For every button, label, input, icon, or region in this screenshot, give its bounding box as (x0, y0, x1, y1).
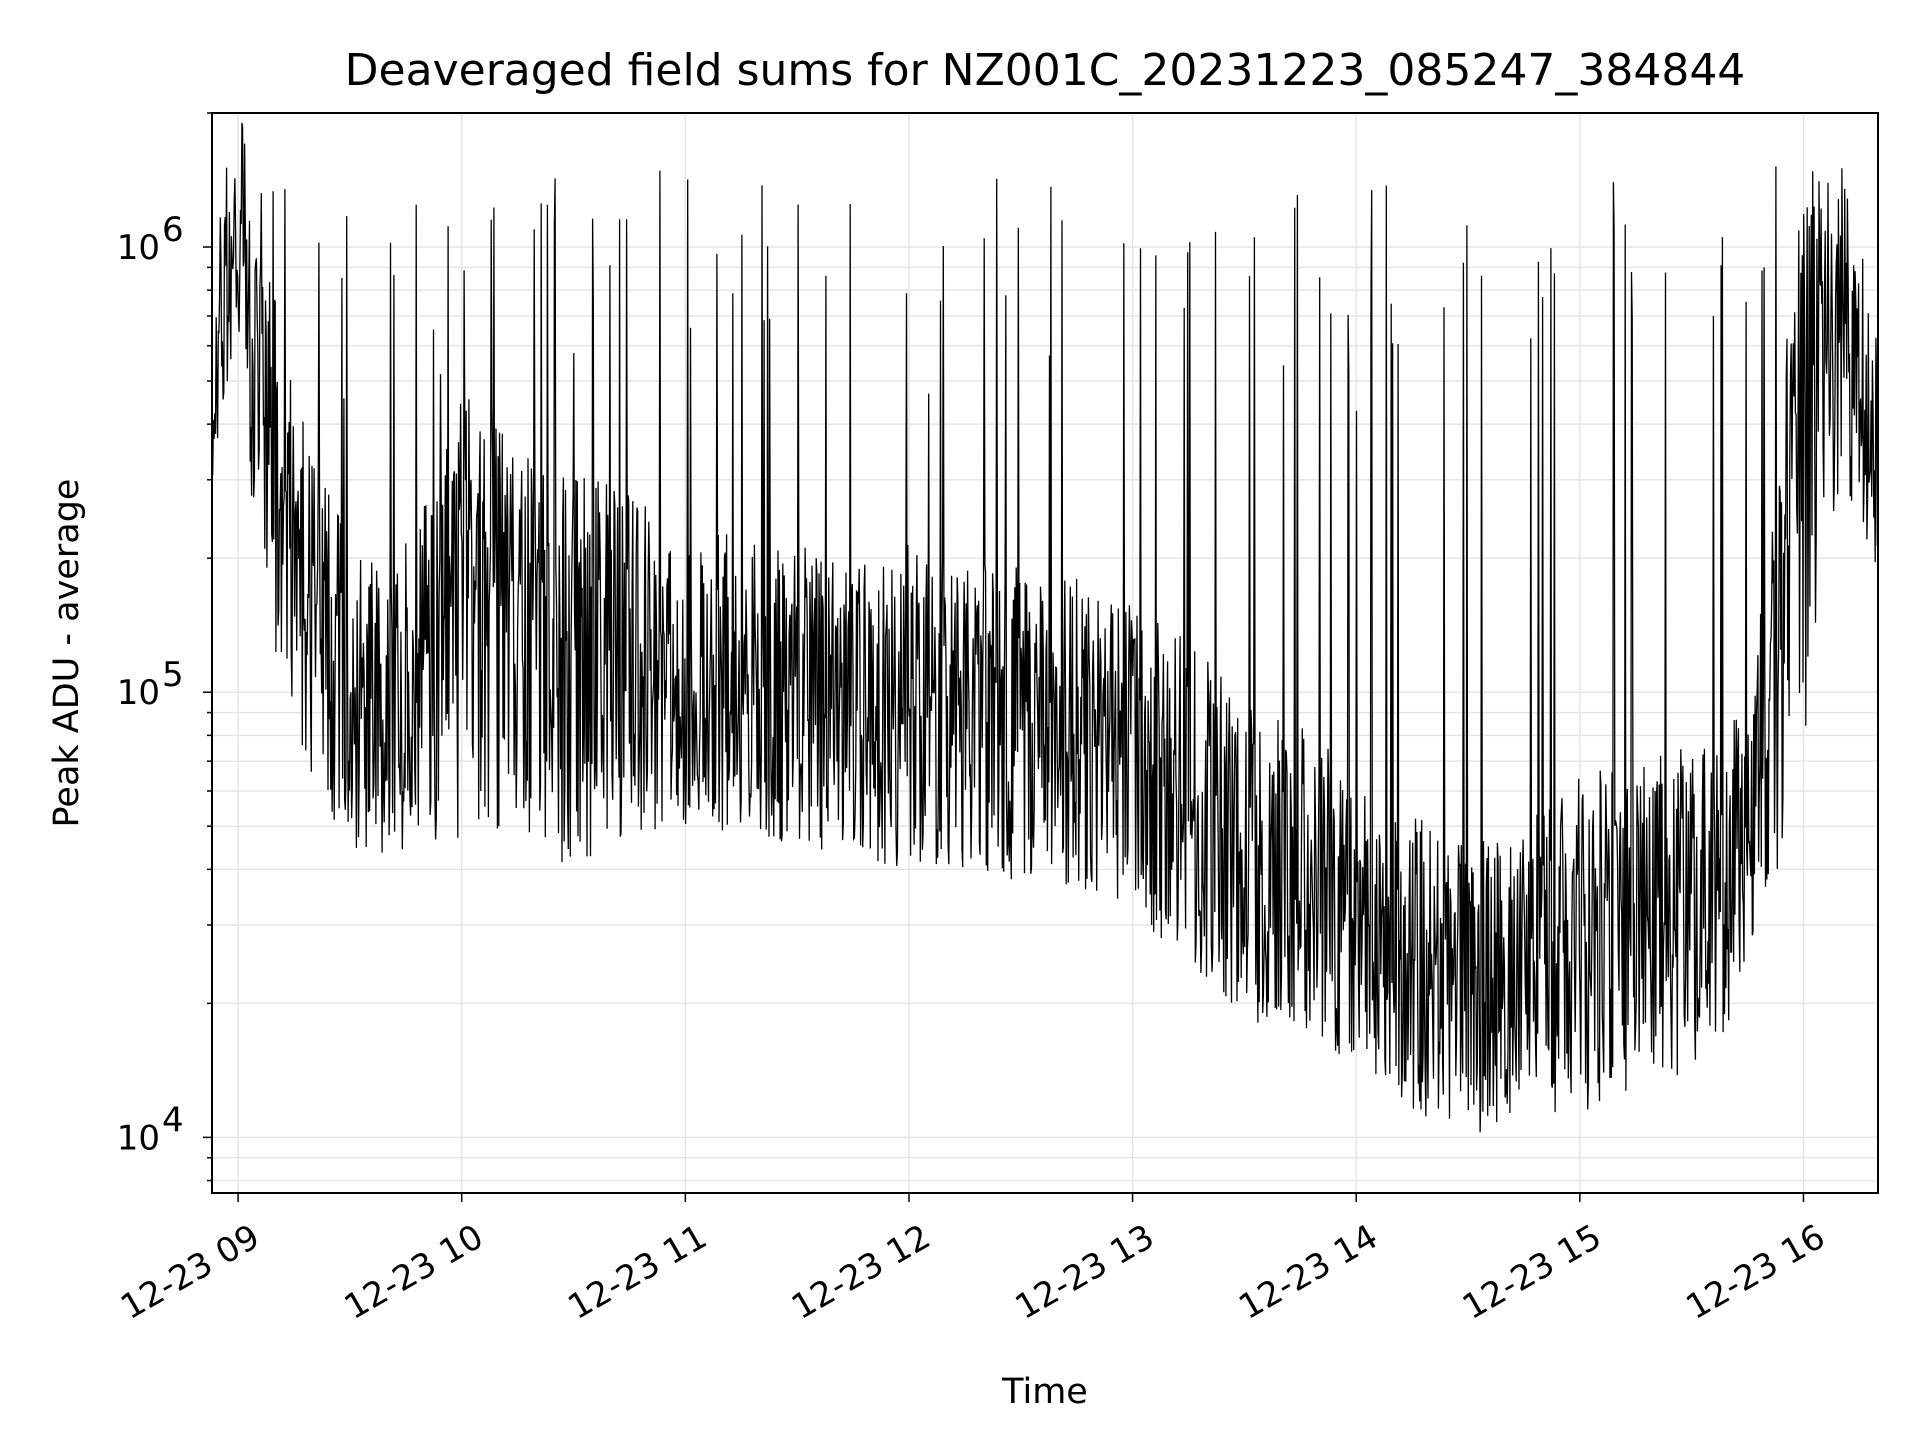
y-tick-label: 10 (117, 1118, 160, 1158)
y-axis-label: Peak ADU - average (47, 479, 87, 828)
x-axis-label: Time (1001, 1372, 1088, 1412)
y-tick-exponent: 5 (162, 655, 184, 695)
series-line (212, 122, 1878, 1133)
y-tick-exponent: 4 (162, 1100, 184, 1140)
y-tick-label: 10 (117, 673, 160, 713)
y-tick-label: 10 (117, 228, 160, 268)
plot-area (212, 122, 1878, 1133)
chart-title: Deaveraged field sums for NZ001C_2023122… (345, 45, 1746, 96)
plot-frame (211, 112, 1879, 1194)
y-tick-exponent: 6 (162, 210, 184, 250)
